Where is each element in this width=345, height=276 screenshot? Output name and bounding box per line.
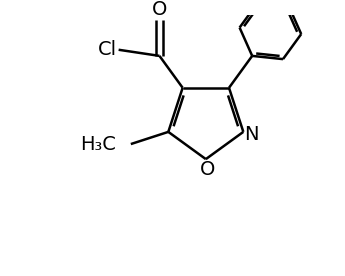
Text: O: O bbox=[152, 0, 167, 19]
Text: Cl: Cl bbox=[98, 40, 117, 59]
Text: O: O bbox=[200, 160, 215, 179]
Text: H₃C: H₃C bbox=[80, 135, 116, 153]
Text: N: N bbox=[245, 125, 259, 144]
